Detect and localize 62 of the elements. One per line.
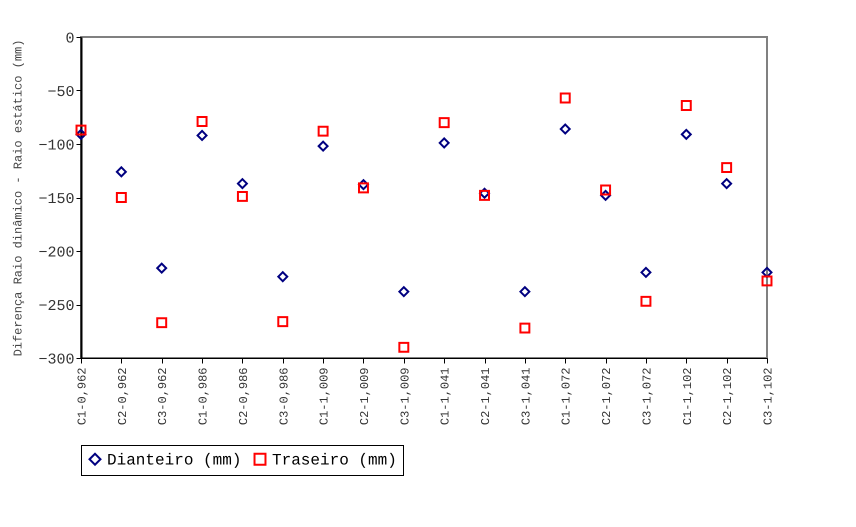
x-tick-label: C1-1,072 <box>560 368 574 426</box>
point <box>318 140 329 152</box>
point <box>156 262 168 274</box>
point <box>358 179 369 190</box>
x-tick-label: C2-0,986 <box>236 368 251 426</box>
point <box>680 100 692 111</box>
x-tick-label: C1-0,986 <box>196 368 211 426</box>
y-tick-label: −300 <box>38 352 74 368</box>
x-tick-label: C1-1,102 <box>680 368 695 426</box>
x-tick-label: C3-1,102 <box>762 368 776 426</box>
point <box>560 92 571 104</box>
point <box>398 342 410 353</box>
point <box>358 182 369 194</box>
y-tick-label: −100 <box>38 138 74 154</box>
point <box>318 126 329 137</box>
point <box>156 317 168 328</box>
point <box>116 166 127 178</box>
y-tick-label: −150 <box>38 191 74 208</box>
x-tick-label: C2-1,009 <box>358 368 372 426</box>
legend-label: Dianteiro (mm) <box>107 451 242 470</box>
x-tick-label: C1-1,041 <box>438 368 453 426</box>
x-tick-label: C3-1,009 <box>398 368 412 426</box>
point <box>560 124 571 134</box>
x-tick-label: C2-1,072 <box>600 368 614 426</box>
point <box>519 286 530 298</box>
y-axis-title: Diferença Raio dinâmico - Raio estático (mm) <box>11 40 26 356</box>
point <box>76 128 86 140</box>
point <box>519 322 530 334</box>
point <box>438 117 450 128</box>
point <box>277 316 288 328</box>
x-tick-label: C3-0,962 <box>156 368 170 426</box>
x-tick-label: C3-1,072 <box>640 368 654 426</box>
point <box>600 184 612 196</box>
y-tick-label: −250 <box>38 298 74 315</box>
point <box>277 271 288 282</box>
point <box>116 192 127 203</box>
point <box>762 266 772 278</box>
point <box>438 137 450 148</box>
point <box>236 178 248 190</box>
x-tick-label: C2-1,102 <box>721 368 736 426</box>
point <box>196 130 208 141</box>
x-tick-label: C3-1,041 <box>519 368 534 426</box>
point <box>76 124 86 136</box>
point <box>398 286 410 298</box>
point <box>721 162 732 174</box>
point <box>762 275 772 286</box>
x-tick-label: C2-1,041 <box>479 368 494 426</box>
point <box>640 296 652 307</box>
point <box>640 266 652 278</box>
y-tick-label: −200 <box>38 244 74 262</box>
point <box>600 190 612 201</box>
y-tick-label: 0 <box>65 30 74 48</box>
x-tick-label: C2-0,962 <box>116 368 130 426</box>
x-tick-label: C1-0,962 <box>76 368 90 426</box>
x-tick-label: C3-0,986 <box>277 368 292 426</box>
y-tick-label: −50 <box>47 84 74 101</box>
point <box>236 190 248 202</box>
point <box>721 178 732 190</box>
legend-label: Traseiro (mm) <box>272 451 397 470</box>
point <box>680 128 692 140</box>
point <box>196 116 208 127</box>
x-tick-label: C1-1,009 <box>318 368 332 426</box>
